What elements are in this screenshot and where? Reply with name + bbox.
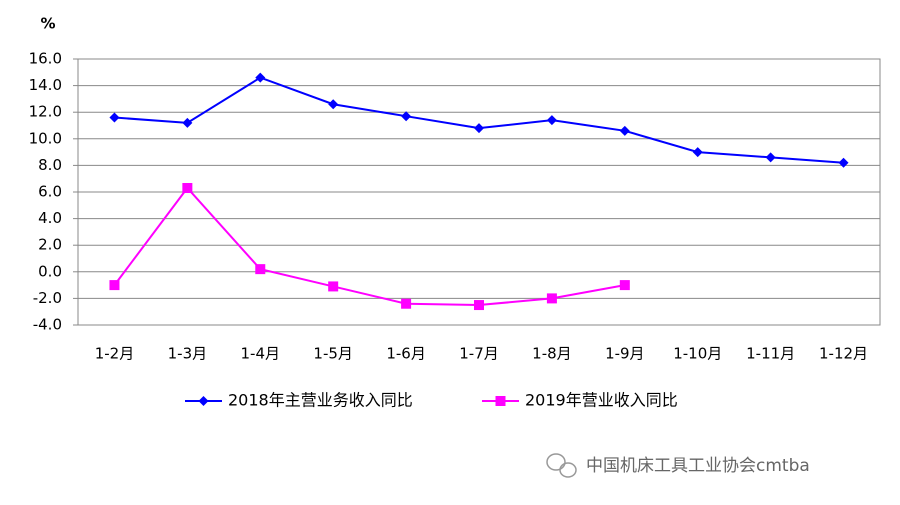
x-tick-label: 1-5月 [313,345,353,363]
x-tick-label: 1-6月 [386,345,426,363]
y-tick-label: 2.0 [38,236,62,254]
x-tick-label: 1-4月 [241,345,281,363]
point [182,117,193,128]
legend-label: 2018年主营业务收入同比 [228,391,413,410]
point [546,293,557,304]
point [255,264,266,275]
y-tick-label: 8.0 [38,156,62,174]
legend-marker [198,396,209,406]
point [182,183,193,194]
point [328,281,339,292]
x-tick-label: 1-9月 [605,345,645,363]
x-tick-label: 1-8月 [532,345,572,363]
watermark-icon [546,453,577,478]
legend-label: 2019年营业收入同比 [525,391,678,410]
point [328,99,339,110]
x-tick-label: 1-11月 [746,345,795,363]
series-line [114,76,844,164]
x-tick-label: 1-12月 [819,345,868,363]
series-line [113,186,625,307]
y-tick-label: 4.0 [38,209,62,227]
x-tick-label: 1-7月 [459,345,499,363]
x-tick-label: 1-10月 [673,345,722,363]
y-unit: % [40,15,55,33]
point [765,152,776,163]
y-tick-label: 0.0 [38,262,62,280]
plot-border [77,58,881,326]
x-tick-label: 1-3月 [168,345,208,363]
watermark: 中国机床工具工业协会cmtba [586,456,810,476]
point [255,72,266,83]
y-tick-label: -4.0 [33,316,62,334]
point [401,298,412,309]
point [401,111,412,122]
legend-marker [495,396,506,406]
point [546,115,557,126]
point [474,123,484,134]
y-tick-label: 6.0 [38,183,62,201]
y-tick-label: 14.0 [29,76,62,94]
point [109,280,120,291]
point [838,157,849,168]
point [619,280,630,291]
y-tick-label: -2.0 [33,289,62,307]
point [619,125,630,136]
point [109,112,120,123]
y-tick-label: 16.0 [29,50,62,68]
x-tick-label: 1-2月 [95,345,135,363]
point [474,300,484,311]
y-tick-label: 10.0 [29,129,62,147]
y-tick-label: 12.0 [29,103,62,121]
point [692,147,703,158]
